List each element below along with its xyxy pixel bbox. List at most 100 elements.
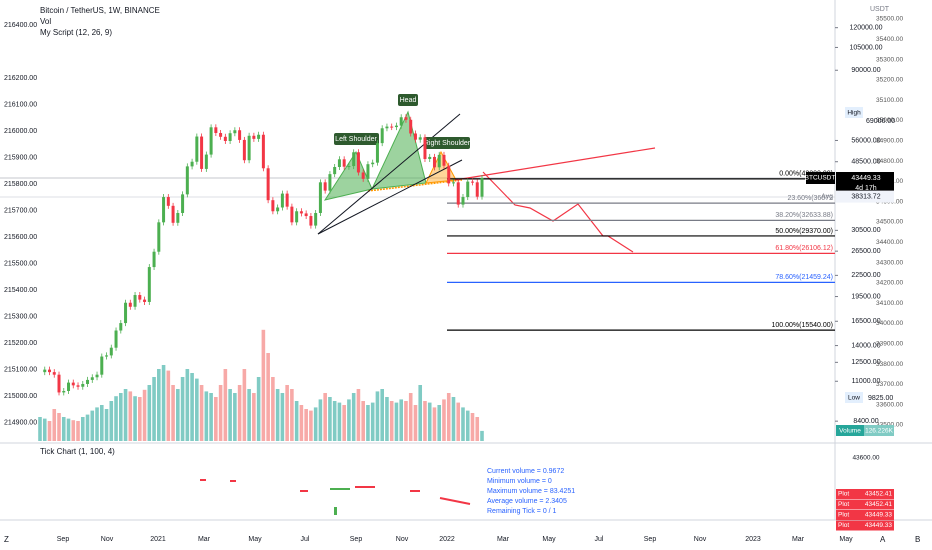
volume-label: Volume — [839, 428, 861, 435]
y-tick-label: 48500.00 — [851, 159, 880, 166]
avg-label: Avg — [821, 193, 833, 200]
right2-tick-label: 34200.00 — [876, 280, 903, 287]
left-tick-label: 215000.00 — [4, 393, 37, 400]
volume-bar — [313, 407, 318, 441]
volume-name-box — [836, 425, 864, 436]
right2-tick-label: 35400.00 — [876, 36, 903, 43]
candle — [309, 216, 313, 226]
candle — [299, 211, 303, 214]
candle — [328, 174, 332, 191]
candle — [413, 133, 417, 140]
annotation-box — [334, 133, 379, 145]
symbol-title: Bitcoin / TetherUS, 1W, BINANCE — [40, 6, 160, 15]
candle — [166, 197, 170, 206]
unit: USDT — [870, 6, 890, 13]
volume-bar — [128, 391, 133, 441]
volume-bar — [66, 418, 71, 441]
footer-button[interactable]: A — [880, 535, 886, 544]
right2-tick-label: 34000.00 — [876, 320, 903, 327]
footer-button[interactable]: B — [915, 535, 920, 544]
candle — [204, 154, 208, 169]
volume-bar — [404, 401, 408, 441]
candle — [437, 154, 441, 168]
avg-price: 38313.72 — [851, 193, 880, 200]
candle — [261, 134, 265, 169]
y-tick-label: 8400.00 — [853, 418, 878, 425]
volume-bar — [342, 405, 346, 441]
plot-value: 43449.33 — [865, 512, 892, 519]
volume-bar — [190, 373, 194, 441]
candle — [394, 125, 398, 128]
plot-name: Plot — [838, 501, 849, 508]
volume-bar — [399, 399, 404, 441]
left-tick-label: 215400.00 — [4, 287, 37, 294]
candle — [100, 356, 104, 375]
candle — [323, 182, 327, 191]
last-price: 43449.33 — [851, 175, 880, 182]
candle — [432, 156, 436, 168]
x-tick-label: Mar — [792, 536, 805, 543]
candle — [157, 222, 161, 252]
countdown: 4d 17h — [855, 185, 877, 192]
trendline — [317, 113, 461, 235]
high-box — [845, 107, 863, 118]
left-tick-label: 215600.00 — [4, 234, 37, 241]
right2-tick-label: 35200.00 — [876, 77, 903, 84]
volume-bar — [233, 393, 237, 441]
candle — [228, 133, 232, 141]
candle — [43, 369, 47, 373]
volume-bar — [104, 409, 109, 441]
volume-bar — [351, 393, 356, 441]
candle — [375, 143, 379, 163]
candle — [143, 299, 147, 302]
plot-value: 43452.41 — [865, 501, 892, 508]
candle — [190, 161, 194, 167]
trendline — [317, 159, 463, 235]
volume-bar — [61, 417, 66, 441]
x-tick-label: Mar — [497, 536, 510, 543]
volume-bar — [80, 417, 85, 441]
plot-box — [836, 510, 894, 520]
x-tick-label: Sep — [350, 536, 363, 543]
volume-bar — [242, 369, 247, 441]
volume-bar — [252, 393, 256, 441]
candle — [390, 126, 394, 128]
candle — [347, 166, 351, 168]
left-tick-label: 215200.00 — [4, 340, 37, 347]
candle — [62, 390, 66, 393]
candle — [67, 382, 71, 391]
plot-box — [836, 499, 894, 510]
y-tick-label: 16500.00 — [851, 318, 880, 325]
candle — [200, 136, 204, 169]
avg-box — [836, 190, 894, 203]
volume-bar — [52, 409, 57, 441]
x-tick-label: 2021 — [150, 536, 166, 543]
left-tick-label: 215300.00 — [4, 313, 37, 320]
x-tick-label: Mar — [198, 536, 211, 543]
candle — [257, 134, 261, 139]
candle — [195, 136, 199, 162]
left-tick-label: 216000.00 — [4, 128, 37, 135]
volume-bar — [71, 420, 76, 441]
candle — [119, 323, 123, 331]
candle — [333, 167, 337, 175]
candle — [371, 162, 375, 165]
plot-value: 43449.33 — [865, 522, 892, 529]
volume-bar — [442, 399, 446, 441]
left-tick-label: 215700.00 — [4, 207, 37, 214]
volume-bar — [309, 410, 313, 441]
stat-line: Maximum volume = 83.4251 — [487, 488, 575, 495]
candle — [380, 128, 384, 144]
low-value: 9825.00 — [868, 395, 893, 402]
right2-tick-label: 34300.00 — [876, 259, 903, 266]
candle — [114, 330, 118, 348]
volume-bar — [370, 402, 375, 441]
volume-bar — [356, 389, 361, 441]
volume-bar — [176, 389, 180, 441]
x-tick-label: Sep — [644, 536, 657, 543]
volume-bar — [290, 389, 294, 441]
y-tick-label: 105000.00 — [849, 44, 882, 51]
volume-bar — [423, 401, 427, 441]
fib-label: 61.80%(26106.12) — [775, 245, 833, 252]
